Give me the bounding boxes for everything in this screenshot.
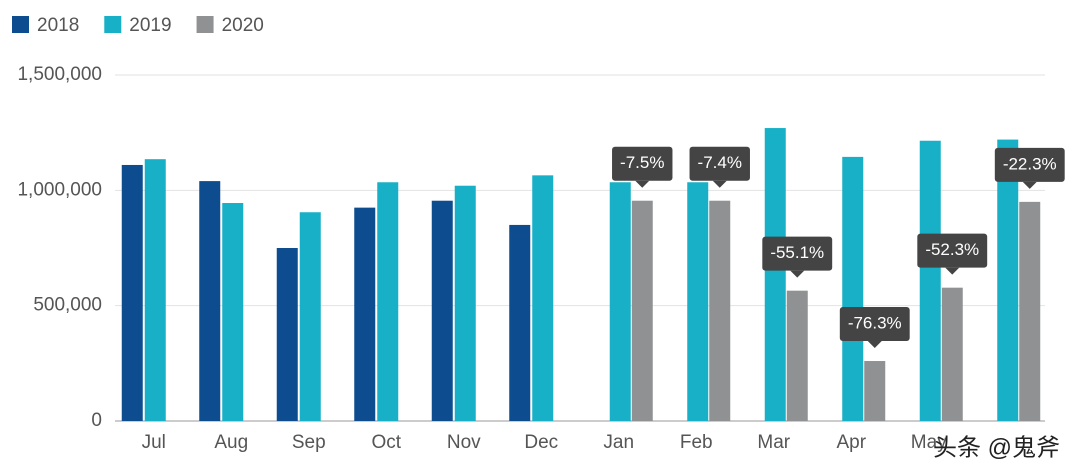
- bar: [431, 200, 453, 421]
- bar: [377, 182, 399, 421]
- y-tick-label: 1,000,000: [17, 179, 102, 200]
- annotation-label: -7.4%: [698, 153, 742, 172]
- watermark: 头条 @鬼斧: [933, 434, 1060, 461]
- x-tick-label: Dec: [524, 432, 558, 453]
- x-tick-label: Nov: [447, 432, 481, 453]
- x-tick-label: Aug: [214, 432, 248, 453]
- change-annotation: -7.5%: [612, 146, 673, 188]
- bar: [1019, 201, 1041, 421]
- bar: [997, 139, 1019, 421]
- change-annotation: -55.1%: [762, 236, 833, 278]
- bar: [842, 156, 864, 422]
- annotation-label: -76.3%: [848, 314, 902, 333]
- change-annotation: -76.3%: [839, 307, 910, 349]
- annotation-label: -7.5%: [620, 153, 664, 172]
- annotation-label: -22.3%: [1003, 154, 1057, 173]
- legend-swatch: [196, 16, 214, 33]
- bar: [919, 140, 941, 422]
- bar: [786, 290, 808, 421]
- bar: [941, 287, 963, 421]
- y-tick-label: 1,500,000: [17, 64, 102, 85]
- legend-swatch: [12, 16, 29, 33]
- annotation-pointer: [790, 270, 805, 278]
- x-tick-label: Feb: [680, 432, 713, 453]
- bar: [454, 185, 476, 421]
- x-tick-label: Jul: [142, 432, 166, 453]
- annotation-pointer: [1022, 181, 1037, 189]
- bar: [709, 200, 731, 421]
- change-annotation: -7.4%: [689, 146, 750, 188]
- x-tick-label: Jan: [603, 432, 634, 453]
- bar: [609, 182, 631, 421]
- annotation-box: [762, 236, 833, 271]
- legend-swatch: [104, 16, 122, 33]
- annotation-box: [689, 146, 750, 181]
- annotation-pointer: [712, 180, 727, 188]
- bar: [687, 182, 709, 421]
- bar: [354, 207, 376, 421]
- change-annotation: -22.3%: [994, 147, 1065, 189]
- bar: [144, 159, 166, 421]
- x-tick-label: Oct: [371, 432, 401, 453]
- annotation-pointer: [945, 267, 960, 275]
- bar: [276, 248, 298, 421]
- bar: [222, 203, 244, 421]
- bar: [299, 212, 321, 421]
- annotation-box: [994, 147, 1065, 182]
- bar: [509, 224, 531, 421]
- legend-label: 2018: [37, 15, 79, 36]
- annotation-pointer: [635, 180, 650, 188]
- y-tick-label: 0: [91, 410, 102, 431]
- bar: [764, 128, 786, 421]
- legend-label: 2020: [222, 15, 264, 36]
- annotation-label: -55.1%: [770, 243, 824, 262]
- x-tick-label: May: [911, 432, 947, 453]
- annotation-pointer: [867, 341, 882, 349]
- legend-label: 2019: [129, 15, 171, 36]
- bar: [121, 164, 143, 421]
- bar: [864, 361, 886, 421]
- annotation-label: -52.3%: [925, 240, 979, 259]
- x-tick-label: Apr: [836, 432, 866, 453]
- x-tick-label: Mar: [757, 432, 790, 453]
- annotation-box: [917, 233, 988, 268]
- change-annotation: -52.3%: [917, 233, 988, 275]
- bar: [532, 175, 554, 421]
- bar: [631, 200, 653, 421]
- x-tick-label: Sep: [292, 432, 326, 453]
- bar: [199, 181, 221, 421]
- annotation-box: [612, 146, 673, 181]
- annotation-box: [839, 307, 910, 342]
- y-tick-label: 500,000: [33, 295, 102, 316]
